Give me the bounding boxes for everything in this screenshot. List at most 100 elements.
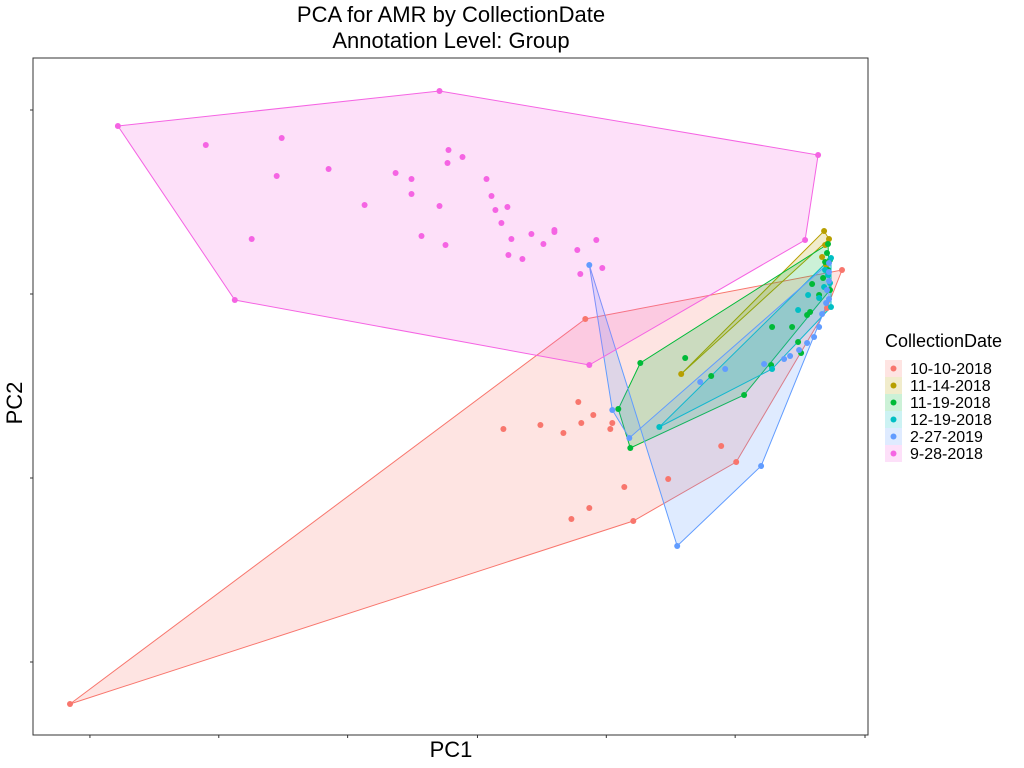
- point-11-19-2018-1: [615, 406, 622, 412]
- point-2-27-2019-9: [761, 361, 768, 367]
- point-9-28-2018-35: [442, 242, 449, 248]
- point-2-27-2019-8: [722, 366, 729, 372]
- point-10-10-2018-0: [67, 701, 73, 707]
- point-2-27-2019-0: [674, 543, 681, 549]
- point-2-27-2019-20: [787, 353, 794, 359]
- point-11-19-2018-19: [804, 312, 811, 318]
- point-9-28-2018-7: [278, 135, 285, 141]
- chart-subtitle: Annotation Level: Group: [332, 28, 569, 53]
- legend-item-9-28-2018: 9-28-2018: [885, 445, 983, 463]
- point-10-10-2018-9: [575, 399, 582, 405]
- point-9-28-2018-4: [586, 362, 593, 368]
- point-10-10-2018-17: [586, 505, 593, 511]
- legend-item-12-19-2018: 12-19-2018: [885, 411, 992, 429]
- point-9-28-2018-11: [361, 202, 368, 208]
- point-9-28-2018-15: [444, 160, 451, 166]
- point-2-27-2019-19: [826, 269, 832, 275]
- legend-label-12-19-2018: 12-19-2018: [910, 412, 992, 429]
- point-11-19-2018-13: [820, 275, 827, 281]
- point-2-27-2019-11: [796, 347, 803, 353]
- point-12-19-2018-6: [816, 295, 823, 301]
- plot-background: [33, 58, 868, 735]
- point-10-10-2018-2: [839, 267, 845, 273]
- point-9-28-2018-12: [392, 170, 399, 176]
- point-2-27-2019-12: [804, 340, 811, 346]
- point-9-28-2018-33: [599, 265, 606, 271]
- legend-item-11-19-2018: 11-19-2018: [885, 394, 991, 412]
- point-9-28-2018-29: [574, 247, 581, 253]
- legend-marker-2-27-2019: [890, 433, 897, 440]
- point-2-27-2019-3: [626, 435, 633, 441]
- point-9-28-2018-25: [505, 252, 512, 258]
- point-9-28-2018-27: [528, 231, 535, 237]
- x-axis-label: PC1: [430, 737, 473, 762]
- point-10-10-2018-7: [537, 422, 544, 428]
- chart-title: PCA for AMR by CollectionDate: [297, 2, 605, 27]
- point-11-19-2018-5: [741, 392, 748, 398]
- point-9-28-2018-3: [802, 237, 809, 243]
- hull-2-27-2019: [588, 261, 830, 547]
- point-10-10-2018-11: [590, 412, 597, 418]
- point-2-27-2019-15: [819, 311, 826, 317]
- point-2-27-2019-13: [811, 334, 818, 340]
- y-axis-label: PC2: [2, 382, 27, 425]
- point-2-27-2019-1: [586, 262, 593, 268]
- legend-marker-12-19-2018: [890, 416, 897, 423]
- point-9-28-2018-5: [231, 297, 238, 303]
- point-10-10-2018-15: [665, 476, 672, 482]
- point-12-19-2018-3: [769, 366, 776, 372]
- point-9-28-2018-21: [492, 207, 499, 213]
- point-2-27-2019-4: [826, 260, 832, 266]
- point-11-14-2018-2: [826, 236, 832, 242]
- point-9-28-2018-28: [540, 241, 547, 247]
- point-9-28-2018-16: [459, 154, 466, 160]
- point-10-10-2018-1: [582, 316, 589, 322]
- point-12-19-2018-0: [656, 424, 663, 430]
- point-9-28-2018-6: [202, 142, 209, 148]
- point-9-28-2018-18: [436, 203, 443, 209]
- point-11-14-2018-4: [819, 254, 826, 260]
- point-2-27-2019-14: [816, 324, 823, 330]
- point-11-19-2018-2: [637, 360, 644, 366]
- point-12-19-2018-7: [805, 292, 812, 298]
- point-9-28-2018-1: [436, 88, 443, 94]
- point-12-19-2018-4: [795, 307, 802, 313]
- point-12-19-2018-2: [828, 304, 834, 310]
- point-2-27-2019-7: [697, 379, 704, 385]
- point-10-10-2018-18: [568, 516, 575, 522]
- point-9-28-2018-24: [504, 204, 511, 210]
- point-10-10-2018-6: [500, 426, 507, 432]
- point-2-27-2019-16: [823, 300, 830, 306]
- point-11-19-2018-9: [789, 324, 796, 330]
- legend-label-10-10-2018: 10-10-2018: [910, 361, 992, 378]
- point-11-19-2018-3: [825, 241, 831, 247]
- legend-title: CollectionDate: [885, 331, 1002, 351]
- point-9-28-2018-8: [273, 173, 280, 179]
- legend: CollectionDate 10-10-201811-14-201811-19…: [885, 331, 1002, 463]
- tick-layer: [30, 109, 866, 738]
- point-11-14-2018-0: [678, 371, 685, 377]
- point-12-19-2018-1: [828, 255, 834, 261]
- legend-item-2-27-2019: 2-27-2019: [885, 428, 983, 446]
- point-9-28-2018-9: [325, 166, 332, 172]
- point-2-27-2019-17: [824, 287, 830, 293]
- point-2-27-2019-2: [609, 407, 616, 413]
- point-11-19-2018-0: [627, 445, 634, 451]
- plot-panel: [30, 57, 869, 738]
- legend-label-2-27-2019: 2-27-2019: [910, 429, 983, 446]
- legend-marker-11-19-2018: [890, 399, 897, 406]
- point-10-10-2018-14: [718, 443, 725, 449]
- legend-item-10-10-2018: 10-10-2018: [885, 360, 992, 378]
- legend-marker-11-14-2018: [890, 382, 897, 389]
- point-9-28-2018-36: [418, 233, 425, 239]
- point-10-10-2018-5: [630, 518, 637, 524]
- point-2-27-2019-18: [826, 278, 832, 284]
- point-11-19-2018-10: [795, 339, 802, 345]
- legend-marker-9-28-2018: [890, 450, 897, 457]
- point-2-27-2019-6: [758, 463, 765, 469]
- point-11-14-2018-1: [821, 228, 828, 234]
- point-9-28-2018-26: [519, 256, 526, 262]
- point-9-28-2018-2: [815, 152, 822, 158]
- point-10-10-2018-8: [560, 430, 567, 436]
